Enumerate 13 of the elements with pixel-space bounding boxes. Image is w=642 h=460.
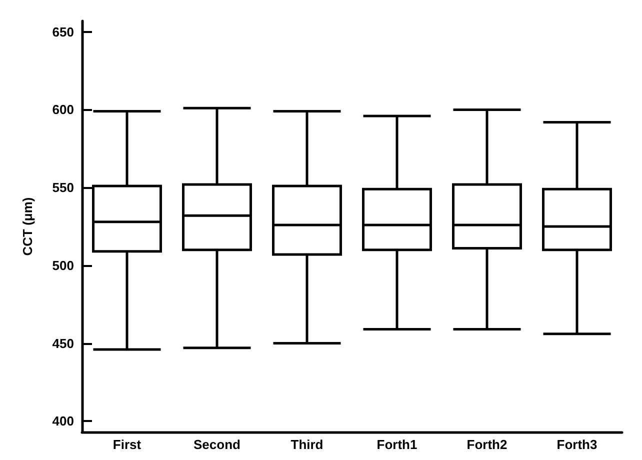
x-tick-label: Forth3 <box>556 437 598 452</box>
y-tick-label: 500 <box>52 258 74 273</box>
x-tick-label: Forth2 <box>466 437 508 452</box>
y-tick-label: 550 <box>52 180 74 196</box>
y-tick-label: 450 <box>52 336 74 351</box>
x-tick-label: Second <box>194 437 241 452</box>
x-tick-label: First <box>112 437 142 452</box>
y-tick-label: 650 <box>52 24 74 40</box>
y-tick-label: 400 <box>52 414 74 429</box>
x-tick-label: Third <box>290 437 324 452</box>
y-axis-title: CCT (μm) <box>20 197 35 256</box>
y-tick-label: 600 <box>52 102 74 118</box>
x-tick-label: Forth1 <box>376 437 418 452</box>
